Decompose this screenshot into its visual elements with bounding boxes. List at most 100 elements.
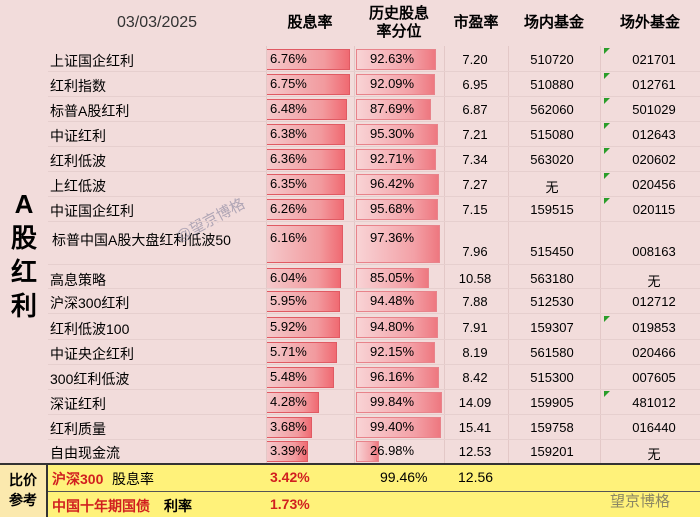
- reference-label-line1: 比价: [9, 472, 37, 488]
- otc-code: 020115: [632, 202, 676, 217]
- table-row: 上证国企红利 6.76% 92.63% 7.20 510720 021701: [48, 48, 700, 71]
- percentile-bar: [356, 367, 439, 388]
- reference-row-hs300: 沪深300 股息率 3.42% 99.46% 12.56: [0, 463, 700, 491]
- percentile-value: 95.30%: [370, 126, 415, 141]
- etf-code: 510880: [530, 77, 574, 92]
- comment-marker: [604, 123, 610, 129]
- otc-code: 012643: [632, 127, 676, 142]
- pe-value: 7.15: [462, 202, 488, 217]
- row-name: 上证国企红利: [50, 53, 134, 69]
- yield-value: 5.92%: [270, 319, 307, 334]
- hist-pct-header-line2: 率分位: [376, 23, 422, 40]
- date-header: 03/03/2025: [116, 14, 198, 31]
- footer-separator: [0, 463, 700, 465]
- comment-marker: [604, 173, 610, 179]
- etf-code: 159758: [530, 420, 574, 435]
- otc-code: 020602: [632, 152, 676, 167]
- table-row: 自由现金流 3.39% 26.98% 12.53 159201 无: [48, 440, 700, 462]
- yield-value: 6.35%: [270, 176, 307, 191]
- percentile-value: 92.15%: [370, 344, 415, 359]
- row-divider: [48, 313, 700, 314]
- otc-code: 012761: [632, 77, 676, 92]
- row-divider: [48, 339, 700, 340]
- yield-value: 6.76%: [270, 51, 307, 66]
- percentile-value: 95.68%: [370, 201, 415, 216]
- row-name: 中证红利: [50, 128, 106, 144]
- table-row: 中证红利 6.38% 95.30% 7.21 515080 012643: [48, 123, 700, 146]
- comment-marker: [604, 198, 610, 204]
- percentile-bar: [356, 392, 442, 413]
- table-row: 红利质量 3.68% 99.40% 15.41 159758 016440: [48, 416, 700, 439]
- table-row: 深证红利 4.28% 99.84% 14.09 159905 481012: [48, 391, 700, 414]
- yield-value: 6.36%: [270, 151, 307, 166]
- percentile-value: 85.05%: [370, 270, 415, 285]
- row-divider: [48, 288, 700, 289]
- pe-value: 7.96: [462, 244, 488, 259]
- otc-code: 012712: [632, 294, 676, 309]
- yield-value: 6.38%: [270, 126, 307, 141]
- otc-code: 021701: [632, 52, 676, 67]
- group-label: A 股 红 利: [0, 46, 48, 463]
- percentile-bar: [356, 225, 440, 263]
- footer-divider: [46, 463, 48, 517]
- otc-code: 016440: [632, 420, 676, 435]
- etf-code: 515080: [530, 127, 574, 142]
- percentile-value: 26.98%: [370, 443, 415, 458]
- row-divider: [48, 96, 700, 97]
- pe-value: 7.27: [462, 177, 488, 192]
- percentile-bar: [356, 417, 441, 438]
- row-name: 标普中国A股大盘红利低波50: [52, 232, 231, 248]
- percentile-value: 94.48%: [370, 293, 415, 308]
- percentile-value: 96.42%: [370, 176, 415, 191]
- hs300-yield: 3.42%: [270, 469, 310, 485]
- pe-value: 7.21: [462, 127, 488, 142]
- yield-value: 5.48%: [270, 369, 307, 384]
- percentile-bar: [356, 317, 438, 338]
- comment-marker: [604, 48, 610, 54]
- hist-pct-header-line1: 历史股息: [368, 5, 429, 22]
- etf-code: 159515: [530, 202, 574, 217]
- percentile-value: 94.80%: [370, 319, 415, 334]
- row-name: 上红低波: [50, 178, 106, 194]
- watermark-bottom: 望京博格: [610, 493, 671, 510]
- row-name: 中证央企红利: [50, 346, 134, 362]
- yield-value: 5.95%: [270, 293, 307, 308]
- table-row: 300红利低波 5.48% 96.16% 8.42 515300 007605: [48, 366, 700, 389]
- percentile-bar: [356, 174, 439, 195]
- row-divider: [48, 221, 700, 222]
- pe-value: 7.88: [462, 294, 488, 309]
- pe-header: 市盈率: [453, 14, 499, 31]
- table-row: 沪深300红利 5.95% 94.48% 7.88 512530 012712: [48, 290, 700, 313]
- row-divider: [48, 121, 700, 122]
- reference-label: 比价 参考: [0, 463, 46, 517]
- column-divider: [266, 46, 267, 463]
- bond-label-black: 利率: [164, 498, 192, 514]
- row-name: 高息策略: [50, 272, 106, 288]
- table-body: 上证国企红利 6.76% 92.63% 7.20 510720 021701 红利指数 6.7…: [48, 46, 700, 463]
- row-divider: [48, 364, 700, 365]
- otc-code: 020456: [632, 177, 676, 192]
- pe-value: 15.41: [458, 420, 492, 435]
- percentile-bar: [356, 49, 436, 70]
- table-row: 中证央企红利 5.71% 92.15% 8.19 561580 020466: [48, 341, 700, 364]
- yield-value: 6.04%: [270, 270, 307, 285]
- pe-value: 6.95: [462, 77, 488, 92]
- row-name: 红利指数: [50, 78, 106, 94]
- percentile-value: 92.71%: [370, 151, 415, 166]
- yield-value: 6.48%: [270, 101, 307, 116]
- reference-row-bond: 中国十年期国债 利率 1.73%: [0, 491, 700, 517]
- yield-value: 6.75%: [270, 76, 307, 91]
- row-divider: [48, 439, 700, 440]
- comment-marker: [604, 148, 610, 154]
- table-row: 红利指数 6.75% 92.09% 6.95 510880 012761: [48, 73, 700, 96]
- table-row: 标普A股红利 6.48% 87.69% 6.87 562060 501029: [48, 98, 700, 121]
- etf-code: 510720: [530, 52, 574, 67]
- pe-value: 7.91: [462, 320, 488, 335]
- row-name: 标普A股红利: [50, 103, 130, 119]
- yield-bar: [266, 225, 343, 263]
- row-name: 自由现金流: [50, 445, 120, 461]
- row-name: 红利低波: [50, 153, 106, 169]
- percentile-value: 99.84%: [370, 394, 415, 409]
- etf-code: 561580: [530, 345, 574, 360]
